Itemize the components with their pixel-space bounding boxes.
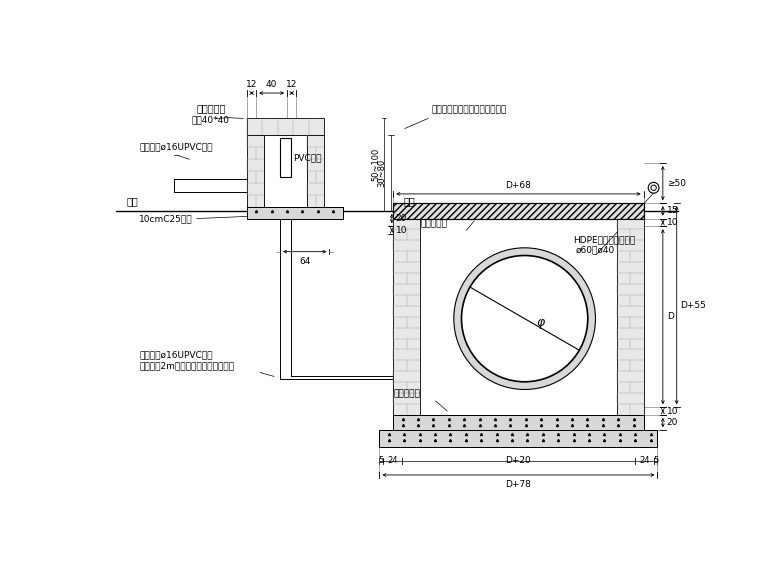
Bar: [247, 207, 344, 218]
Circle shape: [648, 182, 659, 193]
Text: 放水管（ø16UPVC管）: 放水管（ø16UPVC管）: [139, 351, 213, 360]
Bar: [616, 218, 644, 415]
Bar: [247, 119, 324, 136]
Text: D: D: [667, 312, 673, 321]
Text: 40: 40: [266, 80, 277, 89]
Text: 50~100: 50~100: [371, 148, 380, 181]
Text: φ: φ: [536, 316, 544, 329]
Text: 钢筋砼盖板: 钢筋砼盖板: [420, 219, 447, 229]
Bar: [379, 430, 657, 447]
Text: D+78: D+78: [505, 481, 531, 490]
Text: D+68: D+68: [505, 181, 531, 190]
Bar: [247, 207, 344, 218]
Circle shape: [454, 248, 596, 389]
Text: ≥50: ≥50: [667, 178, 686, 188]
Text: 放水管（ø16UPVC管）: 放水管（ø16UPVC管）: [139, 142, 213, 152]
Bar: [394, 218, 420, 415]
Bar: [394, 415, 644, 430]
Text: 田面: 田面: [126, 196, 138, 206]
Bar: [394, 203, 644, 218]
Text: 20: 20: [396, 214, 407, 223]
Bar: [280, 139, 291, 177]
Text: 64: 64: [299, 257, 311, 266]
Text: 砖砌放水井: 砖砌放水井: [196, 103, 226, 113]
Text: 5: 5: [378, 455, 384, 465]
Text: 12: 12: [246, 80, 258, 89]
Bar: [420, 218, 616, 415]
Circle shape: [461, 255, 587, 382]
Text: 5: 5: [653, 455, 658, 465]
Bar: [264, 136, 307, 207]
Text: 10: 10: [396, 226, 407, 235]
Text: 24: 24: [388, 455, 397, 465]
Text: 24: 24: [639, 455, 650, 465]
Text: ø60或ø40: ø60或ø40: [576, 246, 615, 255]
Text: 10: 10: [667, 218, 678, 227]
Bar: [394, 415, 644, 430]
Text: 12: 12: [286, 80, 297, 89]
Text: 30~80: 30~80: [378, 159, 386, 187]
Text: D+20: D+20: [505, 455, 531, 465]
Bar: [394, 203, 644, 218]
Text: 10: 10: [667, 406, 678, 416]
Text: 内径40*40: 内径40*40: [192, 115, 230, 124]
Text: 10cmC25素砂: 10cmC25素砂: [139, 214, 193, 223]
Text: 20: 20: [667, 418, 678, 427]
Text: D+55: D+55: [679, 300, 706, 310]
Text: 本高度根据附近暗渠检查井调整: 本高度根据附近暗渠检查井调整: [432, 105, 507, 115]
Bar: [379, 430, 657, 447]
Text: 每处管计2m，根据田间放水需要设置: 每处管计2m，根据田间放水需要设置: [139, 361, 234, 370]
Text: PVC管框: PVC管框: [293, 153, 321, 162]
Text: 砖砌分水井: 砖砌分水井: [394, 389, 420, 398]
Text: 田面: 田面: [404, 196, 415, 206]
Bar: [307, 136, 324, 207]
Text: HDPE管暗渠（示意）: HDPE管暗渠（示意）: [573, 235, 635, 244]
Circle shape: [651, 185, 657, 190]
Text: 15: 15: [667, 206, 678, 215]
Bar: [247, 136, 264, 207]
